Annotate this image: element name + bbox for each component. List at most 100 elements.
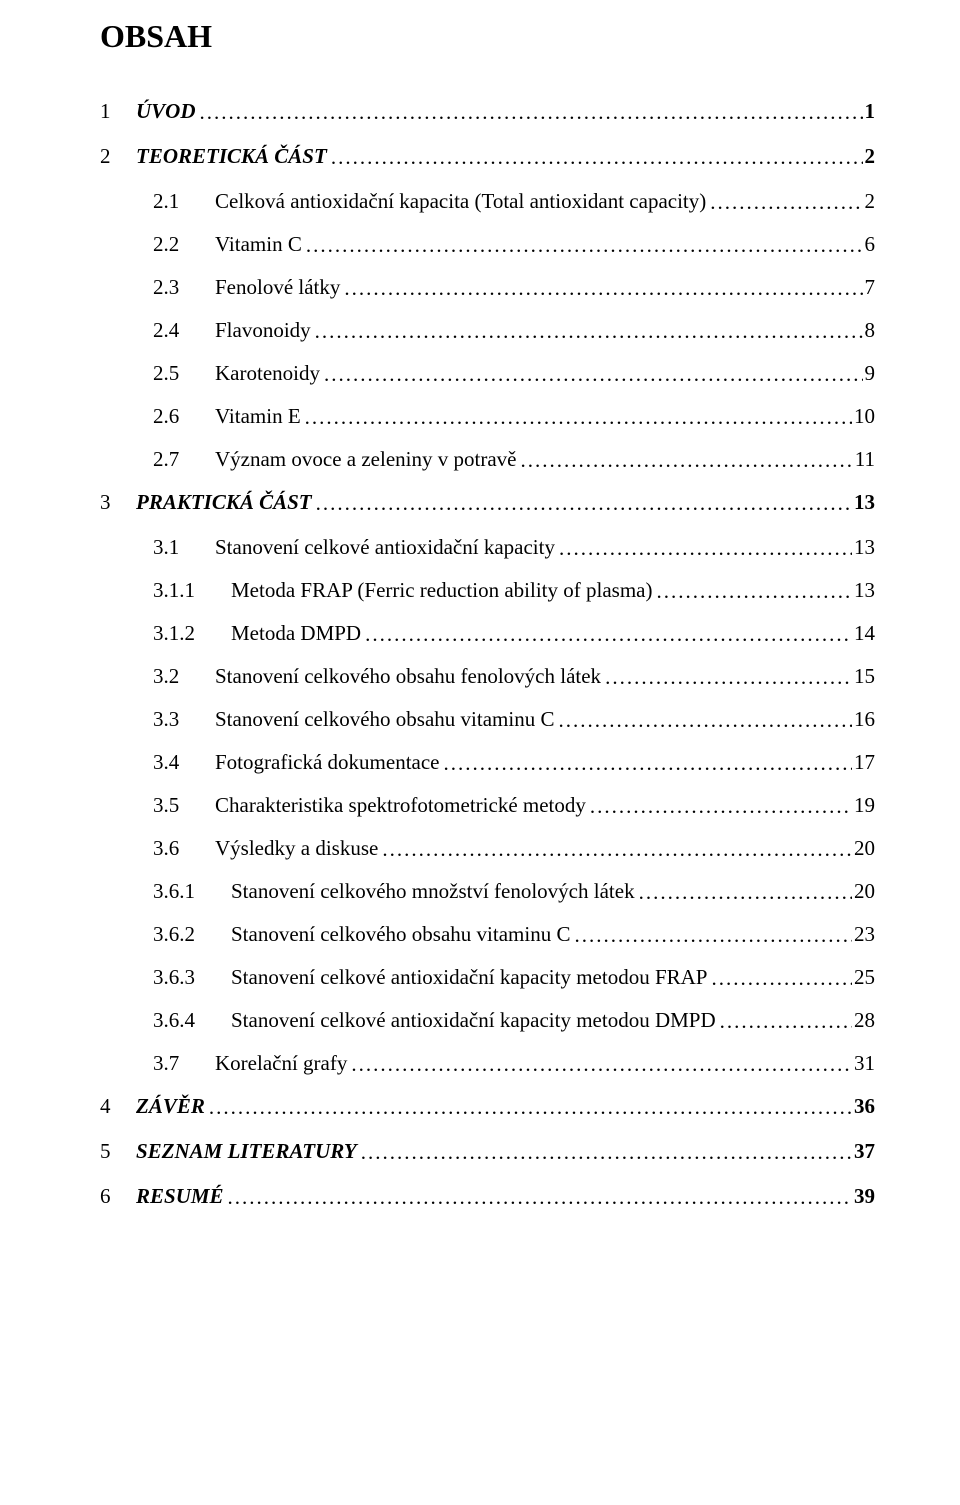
toc-entry-page: 37 — [852, 1139, 875, 1164]
toc-entry-number: 2.4 — [153, 318, 215, 343]
toc-entry-label: Karotenoidy — [215, 361, 320, 386]
toc-entry-number: 3.4 — [153, 750, 215, 775]
toc-entry-number: 2.1 — [153, 189, 215, 214]
toc-entry[interactable]: 2.5Karotenoidy 9 — [100, 361, 875, 386]
toc-entry-page: 10 — [852, 404, 875, 429]
toc-entry-page: 31 — [852, 1051, 875, 1076]
toc-entry-label: Výsledky a diskuse — [215, 836, 378, 861]
toc-entry[interactable]: 3.6.3Stanovení celkové antioxidační kapa… — [100, 965, 875, 990]
toc-leader-dots — [357, 1140, 852, 1165]
toc-entry-label: Stanovení celkové antioxidační kapacity — [215, 535, 555, 560]
toc-entry[interactable]: 3.4Fotografická dokumentace17 — [100, 750, 875, 775]
toc-entry[interactable]: 3.6.2Stanovení celkového obsahu vitaminu… — [100, 922, 875, 947]
toc-entry-page: 14 — [852, 621, 875, 646]
toc-entry-label: Fenolové látky — [215, 275, 340, 300]
toc-entry-label: ZÁVĚR — [136, 1094, 205, 1119]
toc-entry-page: 6 — [863, 232, 876, 257]
toc-entry-number: 2.3 — [153, 275, 215, 300]
toc-leader-dots — [440, 751, 853, 776]
toc-entry-page: 13 — [852, 578, 875, 603]
toc-entry[interactable]: 2.7Význam ovoce a zeleniny v potravě11 — [100, 447, 875, 472]
toc-entry-label: SEZNAM LITERATURY — [136, 1139, 357, 1164]
toc-entry-number: 3 — [100, 490, 136, 515]
toc-entry[interactable]: 2.2Vitamin C6 — [100, 232, 875, 257]
toc-entry[interactable]: 2.3Fenolové látky 7 — [100, 275, 875, 300]
toc-entry-number: 6 — [100, 1184, 136, 1209]
toc-entry[interactable]: 2TEORETICKÁ ČÁST2 — [100, 144, 875, 169]
toc-title: OBSAH — [100, 18, 875, 55]
toc-entry[interactable]: 3.1.2Metoda DMPD14 — [100, 621, 875, 646]
toc-entry-label: Vitamin C — [215, 232, 302, 257]
toc-entry-page: 2 — [863, 144, 876, 169]
toc-entry-page: 7 — [863, 275, 876, 300]
toc-entry-label: ÚVOD — [136, 99, 196, 124]
toc-leader-dots — [320, 362, 863, 387]
toc-leader-dots — [196, 100, 863, 125]
toc-entry-number: 3.5 — [153, 793, 215, 818]
toc-leader-dots — [301, 405, 852, 430]
toc-entry-page: 2 — [863, 189, 876, 214]
toc-entry-label: PRAKTICKÁ ČÁST — [136, 490, 312, 515]
toc-entry-label: Vitamin E — [215, 404, 301, 429]
toc-leader-dots — [347, 1052, 852, 1077]
toc-entry-label: Metoda DMPD — [231, 621, 361, 646]
toc-entry-label: Význam ovoce a zeleniny v potravě — [215, 447, 516, 472]
toc-entry[interactable]: 6RESUMÉ 39 — [100, 1184, 875, 1209]
toc-entry-label: Fotografická dokumentace — [215, 750, 440, 775]
toc-leader-dots — [635, 880, 852, 905]
toc-entry[interactable]: 3.3Stanovení celkového obsahu vitaminu C… — [100, 707, 875, 732]
toc-entry-page: 39 — [852, 1184, 875, 1209]
toc-entry[interactable]: 3.6.4Stanovení celkové antioxidační kapa… — [100, 1008, 875, 1033]
toc-entry-label: Flavonoidy — [215, 318, 311, 343]
toc-entry-number: 3.1 — [153, 535, 215, 560]
toc-list: 1ÚVOD12TEORETICKÁ ČÁST22.1Celková antiox… — [100, 99, 875, 1209]
toc-entry-page: 19 — [852, 793, 875, 818]
toc-entry-number: 2.5 — [153, 361, 215, 386]
toc-entry-label: RESUMÉ — [136, 1184, 224, 1209]
toc-entry[interactable]: 4ZÁVĚR36 — [100, 1094, 875, 1119]
toc-leader-dots — [312, 491, 852, 516]
toc-entry[interactable]: 2.4Flavonoidy8 — [100, 318, 875, 343]
toc-entry[interactable]: 3.7Korelační grafy31 — [100, 1051, 875, 1076]
toc-entry-number: 3.6.4 — [153, 1008, 231, 1033]
toc-entry-label: TEORETICKÁ ČÁST — [136, 144, 327, 169]
toc-entry[interactable]: 3.5Charakteristika spektrofotometrické m… — [100, 793, 875, 818]
toc-entry[interactable]: 2.6Vitamin E10 — [100, 404, 875, 429]
toc-leader-dots — [708, 966, 853, 991]
toc-entry[interactable]: 3.6.1Stanovení celkového množství fenolo… — [100, 879, 875, 904]
page: OBSAH 1ÚVOD12TEORETICKÁ ČÁST22.1Celková … — [0, 0, 960, 1289]
toc-entry-number: 2.7 — [153, 447, 215, 472]
toc-entry-number: 3.6 — [153, 836, 215, 861]
toc-entry-number: 1 — [100, 99, 136, 124]
toc-entry[interactable]: 3.2Stanovení celkového obsahu fenolových… — [100, 664, 875, 689]
toc-entry-label: Celková antioxidační kapacita (Total ant… — [215, 189, 706, 214]
toc-entry-page: 9 — [863, 361, 876, 386]
toc-entry[interactable]: 3.6Výsledky a diskuse 20 — [100, 836, 875, 861]
toc-entry-number: 3.1.1 — [153, 578, 231, 603]
toc-entry-page: 23 — [852, 922, 875, 947]
toc-leader-dots — [570, 923, 852, 948]
toc-entry-number: 3.7 — [153, 1051, 215, 1076]
toc-leader-dots — [601, 665, 852, 690]
toc-leader-dots — [555, 536, 852, 561]
toc-entry[interactable]: 2.1Celková antioxidační kapacita (Total … — [100, 189, 875, 214]
toc-leader-dots — [652, 579, 852, 604]
toc-entry-label: Stanovení celkové antioxidační kapacity … — [231, 965, 708, 990]
toc-entry[interactable]: 3.1.1Metoda FRAP (Ferric reduction abili… — [100, 578, 875, 603]
toc-entry[interactable]: 3.1Stanovení celkové antioxidační kapaci… — [100, 535, 875, 560]
toc-entry-number: 3.2 — [153, 664, 215, 689]
toc-entry-page: 25 — [852, 965, 875, 990]
toc-leader-dots — [706, 190, 862, 215]
toc-entry-page: 20 — [852, 836, 875, 861]
toc-leader-dots — [340, 276, 862, 301]
toc-entry-number: 2 — [100, 144, 136, 169]
toc-entry[interactable]: 1ÚVOD1 — [100, 99, 875, 124]
toc-entry-label: Stanovení celkového obsahu fenolových lá… — [215, 664, 601, 689]
toc-entry-number: 3.6.3 — [153, 965, 231, 990]
toc-entry[interactable]: 3PRAKTICKÁ ČÁST 13 — [100, 490, 875, 515]
toc-leader-dots — [586, 794, 852, 819]
toc-leader-dots — [516, 448, 852, 473]
toc-entry-page: 13 — [852, 490, 875, 515]
toc-entry-page: 36 — [852, 1094, 875, 1119]
toc-entry[interactable]: 5SEZNAM LITERATURY37 — [100, 1139, 875, 1164]
